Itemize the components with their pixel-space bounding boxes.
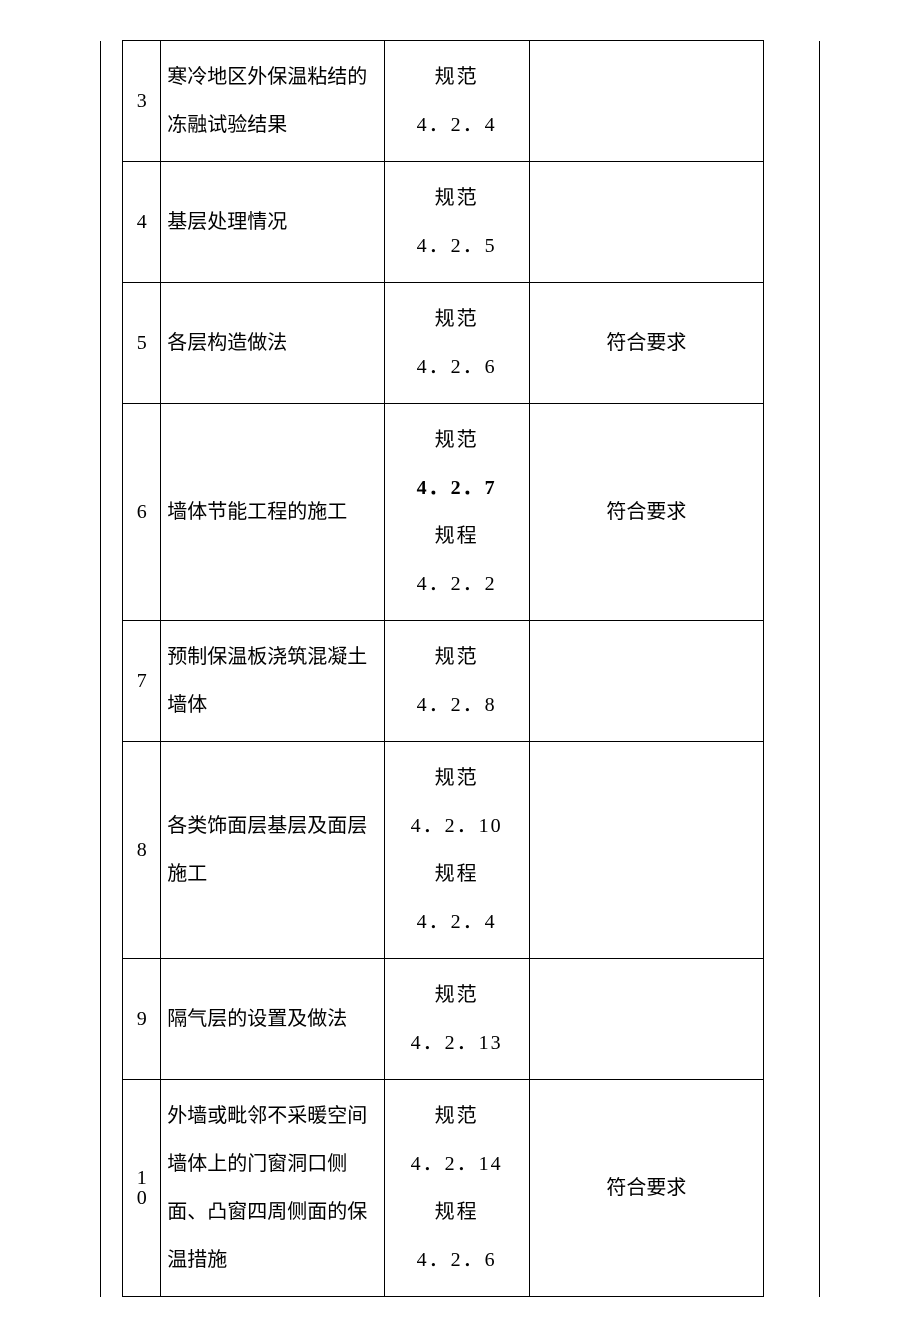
- row-description: 各类饰面层基层及面层施工: [161, 742, 384, 959]
- ref-line: 规程: [389, 1188, 525, 1236]
- ref-line: 4．2．2: [389, 560, 525, 608]
- ref-line: 规范: [389, 633, 525, 681]
- row-result: 符合要求: [529, 404, 763, 621]
- ref-line: 规范: [389, 53, 525, 101]
- row-description: 隔气层的设置及做法: [161, 959, 384, 1080]
- ref-line: 规程: [389, 512, 525, 560]
- row-reference: 规范4．2．13: [384, 959, 529, 1080]
- row-result: [529, 41, 763, 162]
- ref-line: 4．2．6: [389, 343, 525, 391]
- row-description: 各层构造做法: [161, 283, 384, 404]
- ref-line: 4．2．6: [389, 1236, 525, 1284]
- ref-line: 4．2．13: [389, 1019, 525, 1067]
- table-row: 6墙体节能工程的施工规范4．2．7规程4．2．2符合要求: [101, 404, 820, 621]
- row-description: 寒冷地区外保温粘结的冻融试验结果: [161, 41, 384, 162]
- table-row: 7预制保温板浇筑混凝土墙体规范4．2．8: [101, 621, 820, 742]
- ref-line: 规范: [389, 754, 525, 802]
- row-number: 10: [123, 1080, 161, 1297]
- row-number: 4: [123, 162, 161, 283]
- row-description: 基层处理情况: [161, 162, 384, 283]
- row-result: 符合要求: [529, 1080, 763, 1297]
- row-number: 8: [123, 742, 161, 959]
- row-description: 预制保温板浇筑混凝土墙体: [161, 621, 384, 742]
- row-number: 6: [123, 404, 161, 621]
- table-row: 10外墙或毗邻不采暖空间墙体上的门窗洞口侧面、凸窗四周侧面的保温措施规范4．2．…: [101, 1080, 820, 1297]
- row-result: [529, 959, 763, 1080]
- ref-line: 规范: [389, 174, 525, 222]
- ref-line: 4．2．8: [389, 681, 525, 729]
- row-reference: 规范4．2．7规程4．2．2: [384, 404, 529, 621]
- right-margin-cell: [764, 41, 820, 1297]
- row-number: 9: [123, 959, 161, 1080]
- ref-line: 4．2．5: [389, 222, 525, 270]
- row-reference: 规范4．2．14规程4．2．6: [384, 1080, 529, 1297]
- row-reference: 规范4．2．10规程4．2．4: [384, 742, 529, 959]
- row-result: 符合要求: [529, 283, 763, 404]
- row-result: [529, 742, 763, 959]
- ref-line: 规程: [389, 850, 525, 898]
- table-row: 4基层处理情况规范4．2．5: [101, 162, 820, 283]
- ref-line: 4．2．4: [389, 101, 525, 149]
- row-number: 7: [123, 621, 161, 742]
- ref-line: 规范: [389, 295, 525, 343]
- ref-line: 规范: [389, 416, 525, 464]
- row-description: 墙体节能工程的施工: [161, 404, 384, 621]
- row-reference: 规范4．2．5: [384, 162, 529, 283]
- row-number: 3: [123, 41, 161, 162]
- row-description: 外墙或毗邻不采暖空间墙体上的门窗洞口侧面、凸窗四周侧面的保温措施: [161, 1080, 384, 1297]
- ref-line: 4．2．7: [389, 464, 525, 512]
- ref-line: 规范: [389, 971, 525, 1019]
- inspection-table: 3寒冷地区外保温粘结的冻融试验结果规范4．2．44基层处理情况规范4．2．55各…: [100, 40, 820, 1297]
- left-margin-cell: [101, 41, 123, 1297]
- ref-line: 规范: [389, 1092, 525, 1140]
- row-reference: 规范4．2．8: [384, 621, 529, 742]
- ref-line: 4．2．4: [389, 898, 525, 946]
- ref-line: 4．2．14: [389, 1140, 525, 1188]
- table-row: 3寒冷地区外保温粘结的冻融试验结果规范4．2．4: [101, 41, 820, 162]
- table-row: 5各层构造做法规范4．2．6符合要求: [101, 283, 820, 404]
- table-row: 9隔气层的设置及做法规范4．2．13: [101, 959, 820, 1080]
- table-row: 8各类饰面层基层及面层施工规范4．2．10规程4．2．4: [101, 742, 820, 959]
- row-result: [529, 621, 763, 742]
- row-reference: 规范4．2．6: [384, 283, 529, 404]
- row-reference: 规范4．2．4: [384, 41, 529, 162]
- row-number: 5: [123, 283, 161, 404]
- ref-line: 4．2．10: [389, 802, 525, 850]
- row-result: [529, 162, 763, 283]
